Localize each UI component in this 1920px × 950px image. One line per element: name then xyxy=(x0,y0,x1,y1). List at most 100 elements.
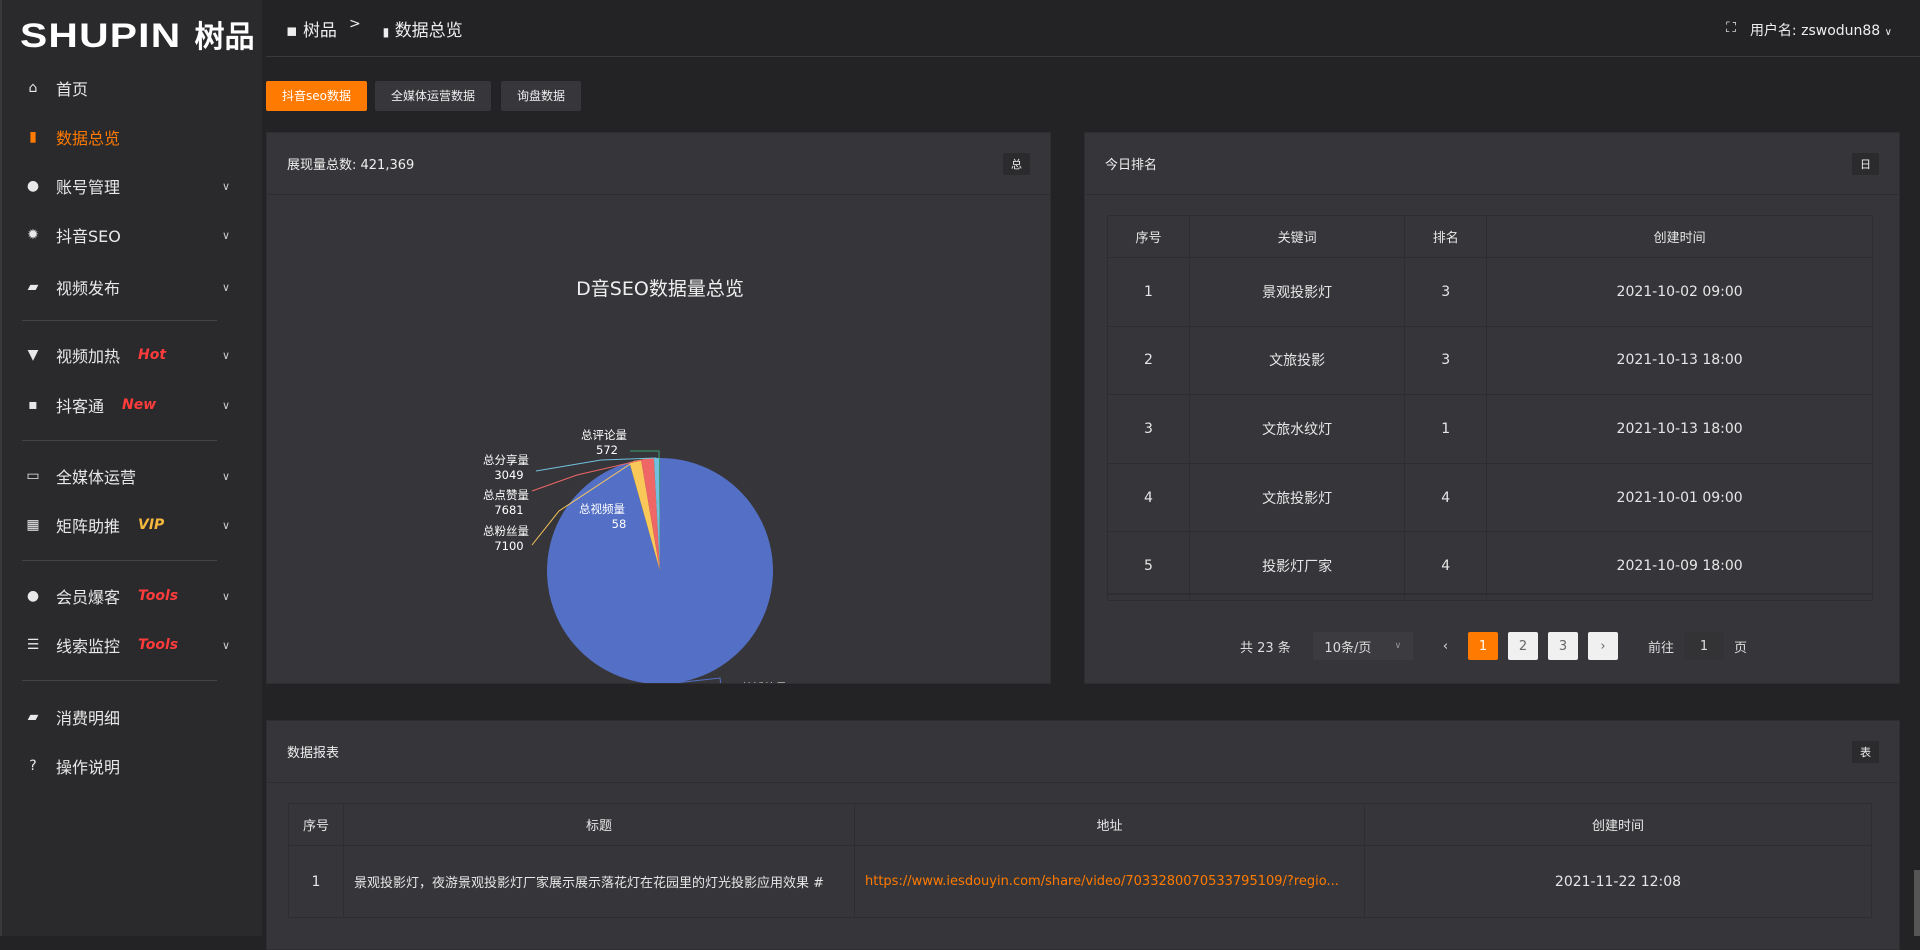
table-row[interactable]: 1 景观投影灯，夜游景观投影灯厂家展示展示落花灯在花园里的灯光投影应用效果 # ht… xyxy=(288,845,1872,918)
sidebar-item[interactable]: ✹ 抖音SEO ∨ xyxy=(24,217,234,253)
chevron-down-icon: ∨ xyxy=(221,348,230,362)
logo[interactable]: SHUPIN 树品 xyxy=(20,12,254,56)
table-row[interactable]: 5 投影灯厂家 4 2021-10-09 18:00 xyxy=(1107,531,1873,601)
table-cell: 2021-10-02 09:00 xyxy=(1486,257,1873,327)
sidebar-item[interactable]: ▰ 视频发布 ∨ xyxy=(24,269,234,305)
chevron-down-icon: ∨ xyxy=(221,398,230,412)
pie-slice[interactable] xyxy=(629,462,660,571)
table-cell: 3 xyxy=(1404,325,1488,396)
pie-slice[interactable] xyxy=(641,458,660,571)
header: ▪ 树品 > ▮ 数据总览 ⛶ 用户名: zswodun88 ∨ xyxy=(266,0,1920,57)
table-cell: 1 xyxy=(1107,257,1190,327)
table-cell: 2021-10-09 18:00 xyxy=(1486,531,1873,601)
sidebar: SHUPIN 树品 ⌂ 首页 ▮ 数据总览 ● 账号管理 ∨ ✹ 抖音SEO ∨ ▰ 视频发布 ∨ ▼ 视频… xyxy=(0,0,262,936)
next-page-button[interactable]: › xyxy=(1588,632,1619,660)
sidebar-item[interactable]: ▼ 视频加热 Hot ∨ xyxy=(24,337,234,373)
divider xyxy=(22,560,217,561)
breadcrumb-home[interactable]: ▪ 树品 xyxy=(286,21,337,41)
column-header: 序号 xyxy=(288,803,344,846)
chevron-down-icon: ∨ xyxy=(221,179,230,193)
chevron-down-icon: ∨ xyxy=(221,228,230,242)
card-title: 展现量总数: 421,369 xyxy=(287,158,415,173)
table-row[interactable]: 1 景观投影灯 3 2021-10-02 09:00 xyxy=(1107,257,1873,327)
sidebar-item[interactable]: ▰ 消费明细 xyxy=(24,699,234,735)
table-cell: 文旅投影 xyxy=(1188,325,1406,396)
sliders-icon: ☰ xyxy=(26,637,40,653)
table-row[interactable]: 4 文旅投影灯 4 2021-10-01 09:00 xyxy=(1107,462,1873,533)
table-cell: 4 xyxy=(1404,462,1488,533)
card-title: 数据报表 xyxy=(287,746,340,761)
chevron-down-icon: ∨ xyxy=(221,280,230,294)
pie-slice[interactable] xyxy=(653,458,660,571)
help-icon: ? xyxy=(29,758,37,774)
table-row[interactable]: 2 文旅投影 3 2021-10-13 18:00 xyxy=(1107,325,1873,396)
table-cell: 3 xyxy=(1107,394,1190,464)
sidebar-item-label: 全媒体运营 xyxy=(56,468,137,487)
table-cell: 2021-11-22 12:08 xyxy=(1364,845,1872,918)
table-cell: 2021-10-13 18:00 xyxy=(1486,325,1873,396)
prev-page-button[interactable]: ‹ xyxy=(1442,638,1449,654)
page-button[interactable]: 3 xyxy=(1548,632,1579,660)
sidebar-item[interactable]: ● 账号管理 ∨ xyxy=(24,168,234,204)
slice-value: 572 xyxy=(596,443,618,457)
scrollbar[interactable] xyxy=(1914,870,1920,936)
page-button[interactable]: 1 xyxy=(1468,632,1499,660)
chevron-down-icon: ∨ xyxy=(221,469,230,483)
sidebar-item[interactable]: ● 会员爆客 Tools ∨ xyxy=(24,578,234,614)
sidebar-item[interactable]: ? 操作说明 xyxy=(24,748,234,784)
table-row[interactable]: 3 文旅水纹灯 1 2021-10-13 18:00 xyxy=(1107,394,1873,464)
user-menu[interactable]: 用户名: zswodun88 ∨ xyxy=(1750,20,1892,40)
user-icon: ● xyxy=(26,588,40,604)
sidebar-item[interactable]: ▦ 矩阵助推 VIP ∨ xyxy=(24,507,234,543)
tab-inquiry[interactable]: 询盘数据 xyxy=(501,81,582,111)
card-tag[interactable]: 总 xyxy=(1003,153,1030,175)
sidebar-item[interactable]: ▪ 抖客通 New ∨ xyxy=(24,387,234,423)
goto-page-input[interactable]: 1 xyxy=(1684,632,1725,660)
sidebar-badge: New xyxy=(122,397,157,413)
tab-media-ops[interactable]: 全媒体运营数据 xyxy=(375,81,492,111)
crumb-home-label: 树品 xyxy=(302,21,337,41)
card-tag[interactable]: 表 xyxy=(1852,741,1879,763)
sidebar-item-label: 操作说明 xyxy=(56,758,121,777)
chevron-down-icon: ∨ xyxy=(1884,27,1892,38)
breadcrumb: ▪ 树品 > ▮ 数据总览 xyxy=(286,16,463,41)
sidebar-item[interactable]: ☰ 线索监控 Tools ∨ xyxy=(24,627,234,663)
slice-label: 总视频量 xyxy=(579,502,625,516)
table-cell: 景观投影灯，夜游景观投影灯厂家展示展示落花灯在花园里的灯光投影应用效果 # xyxy=(343,845,855,918)
divider xyxy=(22,440,217,441)
table-cell: 1 xyxy=(1404,394,1488,464)
chevron-down-icon: ∨ xyxy=(221,518,230,532)
rank-table: 序号 关键词 排名 创建时间 1 景观投影灯 3 2021-10-02 09:00 2 文旅投影 3… xyxy=(1107,215,1873,601)
slice-value: 7681 xyxy=(494,503,523,517)
crumb-separator: > xyxy=(348,16,361,32)
page-button[interactable]: 2 xyxy=(1508,632,1539,660)
pie-slice[interactable] xyxy=(629,459,660,571)
table-cell: 投影灯厂家 xyxy=(1188,531,1406,601)
sidebar-item-label: 会员爆客 xyxy=(56,588,121,607)
grid-icon: ▦ xyxy=(26,517,40,533)
table-cell: 5 xyxy=(1107,531,1190,601)
sidebar-item[interactable]: ⌂ 首页 xyxy=(24,70,234,106)
bar-chart-icon: ▮ xyxy=(382,25,390,39)
card-title: 今日排名 xyxy=(1105,158,1158,173)
sidebar-item-label: 线索监控 xyxy=(56,637,121,656)
sidebar-item-label: 矩阵助推 xyxy=(56,517,121,536)
table-cell: 2021-10-13 18:00 xyxy=(1486,394,1873,464)
slice-value: 7100 xyxy=(494,539,523,553)
report-card: 数据报表表 序号 标题 地址 创建时间 1 景观投影灯，夜游景观投影灯厂家展示展示落花灯在… xyxy=(266,720,1900,950)
sidebar-item[interactable]: ▮ 数据总览 xyxy=(24,119,234,155)
column-header: 创建时间 xyxy=(1486,215,1873,258)
sidebar-badge: VIP xyxy=(138,517,165,533)
label-leader-line xyxy=(630,450,660,459)
tab-douyin-seo[interactable]: 抖音seo数据 xyxy=(266,81,367,111)
label-leader-line xyxy=(675,677,722,683)
sidebar-item[interactable]: ▭ 全媒体运营 ∨ xyxy=(24,458,234,494)
slice-value: 58 xyxy=(612,517,627,531)
pie-slice[interactable] xyxy=(547,458,773,683)
page-size-select[interactable]: 10条/页 ∨ xyxy=(1312,632,1413,660)
card-tag[interactable]: 日 xyxy=(1852,153,1879,175)
video-link[interactable]: https://www.iesdouyin.com/share/video/70… xyxy=(854,845,1365,918)
fullscreen-icon[interactable]: ⛶ xyxy=(1726,20,1736,36)
sidebar-badge: Tools xyxy=(138,588,179,604)
